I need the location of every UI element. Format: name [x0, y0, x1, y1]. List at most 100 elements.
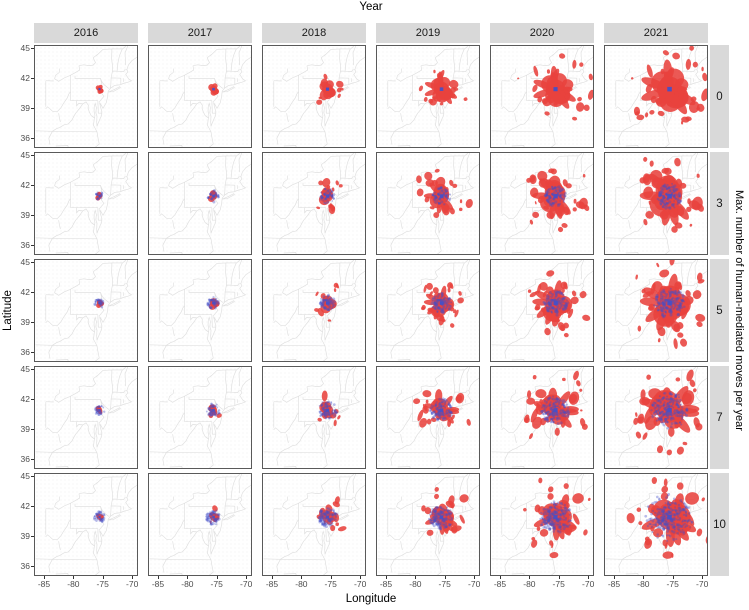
state-borders [35, 153, 137, 254]
map-panel-2020-row3 [490, 152, 594, 255]
facet-row-strip: 0 [710, 45, 729, 148]
introduction-site-marker [667, 514, 672, 520]
axis-tick-mark [31, 399, 34, 400]
y-axis-tick-label: 45 [20, 256, 30, 267]
x-axis-tick-label: -85 [37, 579, 51, 589]
y-axis-tick-label: 36 [20, 239, 30, 250]
axis-tick-mark [272, 576, 273, 579]
axis-tick-mark [31, 48, 34, 49]
axis-tick-mark [31, 369, 34, 370]
introduction-site-marker [439, 301, 444, 305]
map-panel-2019-row5 [376, 259, 480, 362]
spread-polygons [416, 168, 473, 219]
y-axis-tick-label: 39 [20, 530, 30, 541]
axis-tick-mark [158, 576, 159, 579]
axis-tick-mark [31, 292, 34, 293]
top-axis-title: Year [359, 1, 383, 13]
move-points [650, 391, 689, 430]
move-points [205, 509, 221, 526]
introduction-site-marker [212, 301, 215, 305]
introduction-site-marker [325, 301, 330, 305]
y-axis-tick-label: 42 [20, 393, 30, 404]
y-axis-tick-label: 39 [20, 102, 30, 113]
axis-tick-mark [474, 576, 476, 579]
move-points [656, 182, 683, 210]
map-panel-2020-row10 [490, 473, 594, 576]
spread-polygons [626, 476, 707, 559]
axis-tick-mark [31, 245, 34, 246]
map-panel-2020-row0 [490, 45, 594, 148]
map-panel-2018-row0 [262, 45, 366, 148]
y-axis-tick-label: 42 [20, 179, 30, 190]
y-axis-tick-label: 42 [20, 500, 30, 511]
y-axis-tick-label: 42 [20, 286, 30, 297]
axis-tick-mark [31, 352, 34, 353]
map-panel-2021-row3 [604, 152, 708, 255]
y-axis-tick-label: 39 [20, 316, 30, 327]
state-borders [377, 46, 479, 147]
introduction-site-marker [667, 407, 672, 413]
map-panel-2021-row10 [604, 473, 708, 576]
spread-polygons [517, 53, 593, 121]
x-axis-tick-label: -80 [67, 579, 80, 589]
facet-column-strip: 2019 [376, 23, 480, 43]
introduction-site-marker [325, 408, 330, 412]
y-axis-tick-label: 45 [20, 363, 30, 374]
axis-tick-mark [31, 78, 34, 79]
y-axis-tick-label: 45 [20, 149, 30, 160]
introduction-site-marker [212, 515, 215, 519]
x-axis-tick-label: -85 [379, 579, 393, 589]
map-panel-2016-row10 [34, 473, 138, 576]
x-axis-tick-label: -85 [493, 579, 507, 589]
x-axis-tick-label: -70 [696, 579, 709, 589]
facet-row-strip: 5 [710, 259, 729, 362]
map-panel-2016-row0 [34, 45, 138, 148]
y-axis-tick-label: 45 [20, 470, 30, 481]
move-points [644, 492, 694, 542]
axis-tick-mark [31, 459, 34, 460]
map-panel-2017-row0 [148, 45, 252, 148]
x-axis-tick-label: -75 [666, 579, 679, 589]
move-points [428, 505, 454, 531]
x-axis-tick-label: -85 [607, 579, 621, 589]
map-panel-2018-row10 [262, 473, 366, 576]
facet-column-strip: 2016 [34, 23, 138, 43]
map-panel-2021-row0 [604, 45, 708, 148]
state-borders [35, 260, 137, 361]
facet-column-strip: 2018 [262, 23, 366, 43]
state-borders [149, 367, 251, 468]
axis-tick-mark [643, 576, 645, 579]
introduction-site-marker [553, 408, 558, 413]
introduction-site-marker [98, 88, 101, 91]
axis-tick-mark [132, 576, 134, 579]
facet-row-strip: 3 [710, 152, 729, 255]
axis-tick-mark [216, 576, 218, 579]
state-borders [149, 474, 251, 575]
state-borders [263, 367, 365, 468]
move-points [318, 293, 336, 312]
axis-tick-mark [31, 566, 34, 567]
axis-tick-mark [330, 576, 332, 579]
state-borders [35, 474, 137, 575]
introduction-site-marker [212, 408, 215, 412]
axis-tick-mark [558, 576, 560, 579]
map-panel-2021-row7 [604, 366, 708, 469]
map-panel-2017-row10 [148, 473, 252, 576]
axis-tick-mark [31, 138, 34, 139]
spread-polygons [413, 389, 471, 428]
introduction-site-marker [667, 86, 672, 92]
state-borders [149, 153, 251, 254]
y-axis-tick-label: 36 [20, 132, 30, 143]
right-axis-title: Max. number of human-mediated moves per … [733, 190, 745, 431]
map-panel-2017-row5 [148, 259, 252, 362]
introduction-site-marker [212, 87, 215, 91]
state-borders [377, 153, 479, 254]
facet-row-strip: 7 [710, 366, 729, 469]
axis-tick-mark [31, 155, 34, 156]
axis-tick-mark [102, 576, 104, 579]
move-points [431, 185, 452, 206]
map-panel-2018-row7 [262, 366, 366, 469]
y-axis-tick-label: 45 [20, 42, 30, 53]
axis-tick-mark [187, 576, 189, 579]
map-panel-2017-row7 [148, 366, 252, 469]
